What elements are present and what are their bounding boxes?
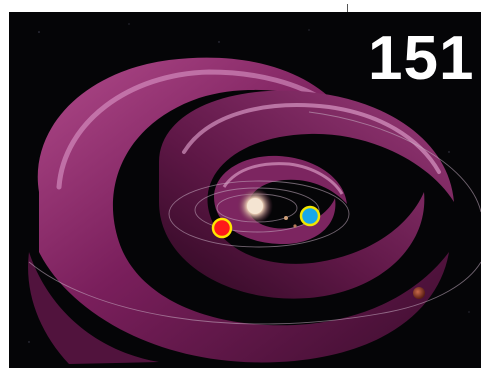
inner-planet <box>284 216 288 220</box>
middle-sheet-highlight <box>182 103 441 174</box>
blue-dot-marker-icon <box>299 205 321 227</box>
outer-sheet-fold <box>37 57 449 363</box>
top-edge-tick <box>347 4 348 12</box>
heliospheric-current-sheet-illustration <box>9 12 481 368</box>
orbit-lines <box>28 111 481 325</box>
starfield <box>28 23 470 343</box>
spiral-sheet-svg <box>28 23 481 364</box>
inner-sheet-highlight <box>222 162 344 195</box>
outer-sheet-highlight <box>56 69 330 190</box>
lower-drape <box>28 252 160 364</box>
slide-number-label: 151 <box>368 24 475 93</box>
sun-core <box>247 198 263 214</box>
middle-sheet-fold <box>159 90 454 299</box>
outer-planet <box>413 287 425 299</box>
inner-planet-2 <box>293 224 297 228</box>
red-dot-marker-icon <box>211 217 233 239</box>
